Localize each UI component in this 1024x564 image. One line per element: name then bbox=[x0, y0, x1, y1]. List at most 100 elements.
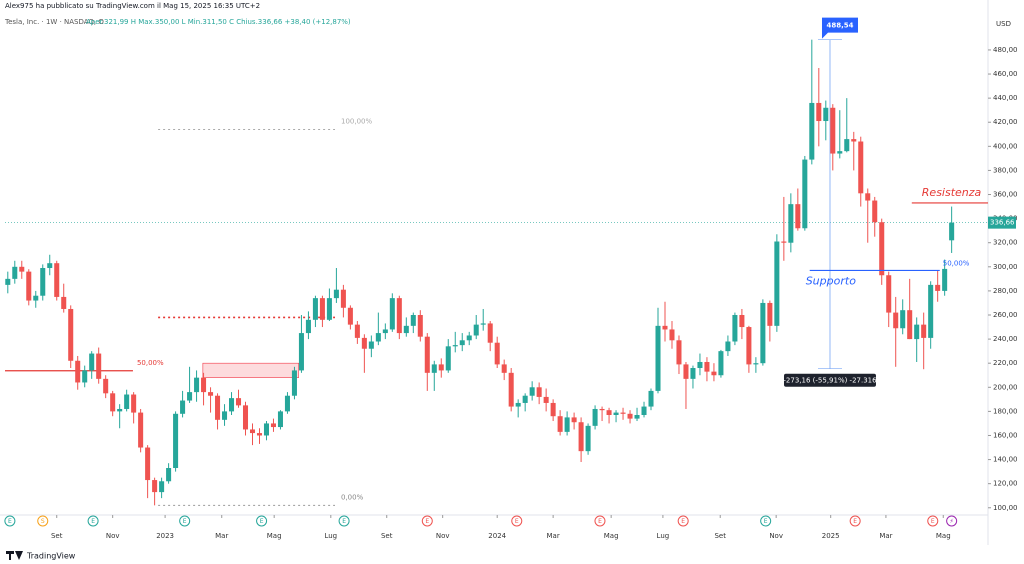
candle-body bbox=[837, 151, 843, 154]
candle-body bbox=[480, 323, 486, 325]
candle-body bbox=[319, 298, 325, 320]
x-tick-label: Set bbox=[714, 532, 726, 540]
candle-body bbox=[152, 480, 158, 493]
candle-body bbox=[830, 107, 836, 154]
candle-body bbox=[159, 481, 165, 493]
candle-body bbox=[124, 394, 130, 409]
candle-body bbox=[40, 268, 46, 296]
candle-body bbox=[333, 289, 339, 299]
y-tick-label: 360,00 bbox=[993, 191, 1018, 199]
y-tick-label: 200,00 bbox=[993, 383, 1018, 391]
candle-body bbox=[508, 372, 514, 407]
candle-body bbox=[648, 390, 654, 407]
event-icon bbox=[594, 515, 606, 527]
candle-body bbox=[256, 433, 263, 436]
event-icon bbox=[421, 515, 433, 527]
candle-body bbox=[529, 387, 535, 396]
candle-body bbox=[375, 333, 381, 342]
event-icon bbox=[179, 515, 191, 527]
candle-body bbox=[816, 102, 822, 122]
x-tick-label: Nov bbox=[106, 532, 120, 540]
brand: TradingView bbox=[26, 552, 76, 561]
candle-body bbox=[445, 346, 451, 371]
candle-body bbox=[550, 402, 556, 417]
candle-body bbox=[459, 340, 465, 346]
candle-body bbox=[208, 392, 214, 396]
candle-body bbox=[229, 398, 235, 412]
candle-body bbox=[641, 406, 647, 415]
candle-body bbox=[347, 307, 353, 325]
x-tick-label: Mag bbox=[936, 532, 951, 540]
candle-body bbox=[921, 324, 927, 338]
candle-body bbox=[235, 398, 242, 406]
candle-body bbox=[222, 411, 228, 420]
candle-body bbox=[68, 308, 74, 361]
candle-body bbox=[935, 284, 941, 291]
candle-body bbox=[277, 411, 283, 428]
candle-body bbox=[438, 364, 444, 371]
event-icon bbox=[946, 515, 958, 527]
candle-body bbox=[858, 141, 864, 194]
fib-label: 50,00% bbox=[137, 359, 164, 367]
x-tick-label: Mag bbox=[267, 532, 282, 540]
candle-body bbox=[879, 222, 885, 276]
candle-body bbox=[655, 325, 661, 391]
event-label: E bbox=[183, 518, 187, 525]
candle-body bbox=[578, 422, 584, 452]
event-icon bbox=[849, 515, 861, 527]
candle-body bbox=[907, 310, 913, 340]
y-tick-label: 260,00 bbox=[993, 311, 1018, 319]
candle-body bbox=[54, 263, 60, 297]
candle-body bbox=[900, 310, 906, 329]
y-tick-label: 120,00 bbox=[993, 480, 1018, 488]
candle-body bbox=[466, 335, 472, 341]
candle-body bbox=[662, 325, 668, 330]
event-icon bbox=[37, 515, 49, 527]
candle-body bbox=[753, 363, 759, 365]
candle-body bbox=[634, 415, 640, 419]
y-tick-label: 480,00 bbox=[993, 46, 1018, 54]
support-label: Supporto bbox=[806, 274, 856, 287]
x-tick-label: Set bbox=[51, 532, 63, 540]
candle-body bbox=[795, 204, 801, 229]
candle-body bbox=[781, 241, 787, 243]
x-tick-label: Lug bbox=[324, 532, 337, 540]
candle-body bbox=[585, 425, 591, 452]
candle-body bbox=[494, 342, 500, 365]
event-label: E bbox=[681, 518, 685, 525]
candle-body bbox=[697, 361, 703, 369]
candle-body bbox=[844, 139, 850, 152]
candle-body bbox=[683, 364, 689, 379]
event-icon bbox=[4, 515, 16, 527]
candle-body bbox=[173, 413, 179, 469]
measure-label: -273,16 (-55,91%) -27.316 bbox=[783, 377, 877, 385]
fib-label: 100,00% bbox=[341, 117, 372, 125]
y-tick-label: 460,00 bbox=[993, 70, 1018, 78]
y-tick-label: 300,00 bbox=[993, 263, 1018, 271]
candle-body bbox=[326, 298, 332, 320]
candle-body bbox=[96, 353, 102, 379]
candle-body bbox=[452, 345, 458, 347]
candle-body bbox=[187, 392, 193, 401]
candle-body bbox=[368, 341, 374, 349]
candle-body bbox=[340, 289, 346, 308]
event-label: E bbox=[853, 518, 857, 525]
candle-body bbox=[704, 361, 710, 372]
callout bbox=[821, 17, 858, 39]
candle-body bbox=[669, 329, 675, 341]
candle-body bbox=[928, 284, 934, 338]
y-tick-label: 280,00 bbox=[993, 287, 1018, 295]
price-tag bbox=[988, 216, 1016, 229]
candle-body bbox=[33, 295, 39, 301]
candle-body bbox=[473, 324, 479, 336]
candle-body bbox=[145, 447, 151, 481]
event-icon bbox=[677, 515, 689, 527]
candle-body bbox=[823, 107, 829, 122]
event-label: E bbox=[764, 518, 768, 525]
candle-body bbox=[564, 417, 570, 432]
candle-body bbox=[5, 278, 11, 285]
candle-body bbox=[194, 377, 200, 393]
logo bbox=[6, 551, 23, 560]
